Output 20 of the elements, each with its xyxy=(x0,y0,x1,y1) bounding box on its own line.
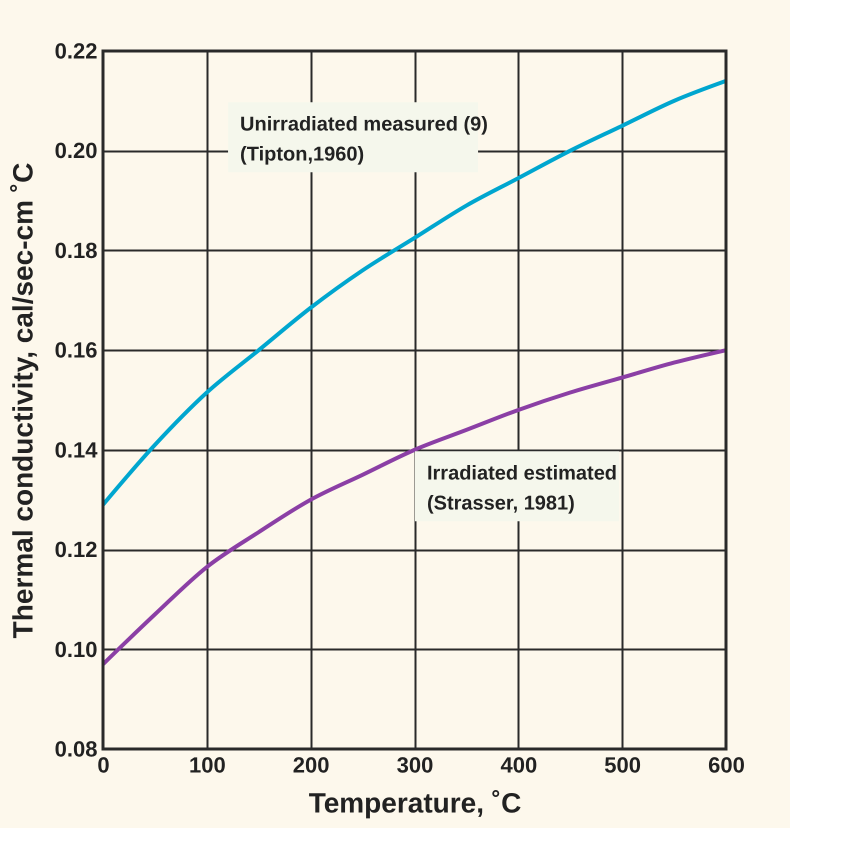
x-axis-title: Temperature, ˚C xyxy=(308,788,522,818)
y-tick-label: 0.18 xyxy=(54,238,98,263)
y-tick-label: 0.12 xyxy=(54,537,98,562)
y-tick-label: 0.22 xyxy=(54,38,98,64)
x-tick-label: 200 xyxy=(292,752,330,778)
y-tick-label: 0.14 xyxy=(54,437,98,462)
y-axis-title: Thermal conductivity, cal/sec-cm ˚C xyxy=(8,162,39,638)
y-tick-label: 0.08 xyxy=(54,736,98,762)
x-tick-label: 0 xyxy=(97,752,110,778)
x-tick-label: 400 xyxy=(500,752,538,778)
y-tick-label: 0.20 xyxy=(54,138,98,164)
line-series xyxy=(103,348,726,666)
x-tick-label: 300 xyxy=(396,752,434,778)
series-label: Unirradiated measured (9) (Tipton,1960) xyxy=(240,113,488,166)
y-tick-label: 0.10 xyxy=(54,636,98,662)
y-tick-label: 0.16 xyxy=(54,338,98,363)
x-tick-label: 500 xyxy=(604,752,642,778)
x-tick-label: 600 xyxy=(708,752,745,778)
x-tick-label: 100 xyxy=(188,752,226,778)
series-label: Irradiated estimated (Strasser, 1981) xyxy=(426,462,618,514)
